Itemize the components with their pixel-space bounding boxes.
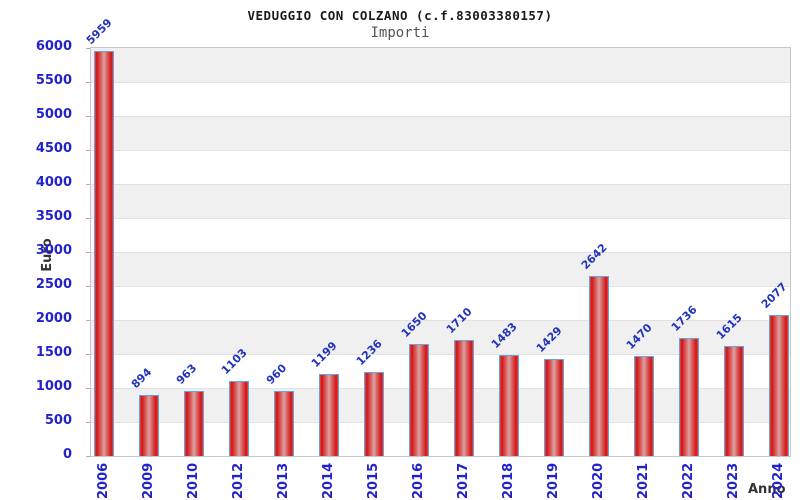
bar-value-label: 1650: [398, 309, 430, 340]
bar-value-label: 1470: [623, 321, 655, 352]
x-tick-label: 2012: [230, 462, 246, 499]
bar-value-label: 1483: [488, 320, 520, 351]
x-tick-label: 2013: [275, 462, 291, 499]
y-tick-label: 4500: [35, 141, 72, 156]
gridline: [91, 252, 790, 253]
x-tick-label: 2017: [455, 462, 471, 499]
y-tick-mark: [86, 421, 90, 423]
chart-title: VEDUGGIO CON COLZANO (c.f.83003380157): [247, 8, 553, 23]
gridline: [91, 184, 790, 185]
y-tick-mark: [86, 455, 90, 457]
bar: [93, 51, 114, 456]
x-tick-label: 2009: [140, 462, 156, 499]
y-tick-label: 5500: [35, 73, 72, 88]
bar-value-label: 960: [263, 361, 289, 387]
x-tick-label: 2010: [185, 462, 201, 499]
y-tick-label: 5000: [35, 107, 72, 122]
gridline: [91, 388, 790, 389]
y-tick-label: 6000: [35, 39, 72, 54]
bar: [408, 344, 429, 456]
bar-value-label: 1615: [713, 311, 745, 342]
y-tick-label: 0: [62, 447, 72, 462]
bar: [228, 381, 249, 456]
bar: [453, 340, 474, 456]
y-tick-mark: [86, 81, 90, 83]
bar: [273, 391, 294, 456]
x-tick-label: 2016: [410, 462, 426, 499]
gridline: [91, 82, 790, 83]
bar: [588, 276, 609, 456]
bar-value-label: 1236: [353, 337, 385, 368]
bar-value-label: 2077: [758, 280, 790, 311]
bar: [138, 395, 159, 456]
y-tick-mark: [86, 319, 90, 321]
bar: [363, 372, 384, 456]
x-tick-label: 2022: [680, 462, 696, 499]
y-tick-mark: [86, 285, 90, 287]
y-tick-mark: [86, 353, 90, 355]
y-tick-label: 2000: [35, 311, 72, 326]
gridline: [91, 286, 790, 287]
y-tick-label: 2500: [35, 277, 72, 292]
y-tick-label: 4000: [35, 175, 72, 190]
x-axis-title: Anno: [748, 482, 786, 497]
gridline: [91, 354, 790, 355]
x-tick-label: 2019: [545, 462, 561, 499]
x-tick-label: 2021: [635, 462, 651, 499]
plot-area: 5959 2006 894 2009 963 2010 1103 2012 960 2013 119…: [83, 16, 791, 499]
y-tick-label: 3500: [35, 209, 72, 224]
y-tick-mark: [86, 47, 90, 49]
x-tick-label: 2006: [95, 462, 111, 499]
x-tick-label: 2014: [320, 462, 336, 499]
x-tick-label: 2020: [590, 462, 606, 499]
bar-value-label: 2642: [578, 241, 610, 272]
bar: [678, 338, 699, 456]
gridline: [91, 116, 790, 117]
gridline: [91, 218, 790, 219]
y-tick-mark: [86, 217, 90, 219]
bar-value-label: 1103: [218, 346, 250, 377]
y-tick-mark: [86, 183, 90, 185]
chart-subtitle: Importi: [370, 25, 430, 41]
y-tick-mark: [86, 115, 90, 117]
x-tick-label: 2024: [770, 462, 786, 499]
gridline: [91, 320, 790, 321]
gridline: [91, 422, 790, 423]
y-tick-label: 1000: [35, 379, 72, 394]
bar-value-label: 963: [173, 361, 199, 387]
bar-value-label: 1429: [533, 324, 565, 355]
bar: [318, 374, 339, 456]
bar: [543, 359, 564, 456]
y-tick-mark: [86, 149, 90, 151]
bar: [768, 315, 789, 456]
y-tick-mark: [86, 387, 90, 389]
x-tick-label: 2023: [725, 462, 741, 499]
gridline: [91, 150, 790, 151]
x-tick-label: 2015: [365, 462, 381, 499]
bar: [498, 355, 519, 456]
y-tick-label: 3000: [35, 243, 72, 258]
y-tick-mark: [86, 251, 90, 253]
bar-value-label: 1736: [668, 303, 700, 334]
y-tick-label: 500: [44, 413, 72, 428]
bar: [183, 391, 204, 456]
x-tick-label: 2018: [500, 462, 516, 499]
y-tick-label: 1500: [35, 345, 72, 360]
bar: [723, 346, 744, 456]
bar: [633, 356, 654, 456]
